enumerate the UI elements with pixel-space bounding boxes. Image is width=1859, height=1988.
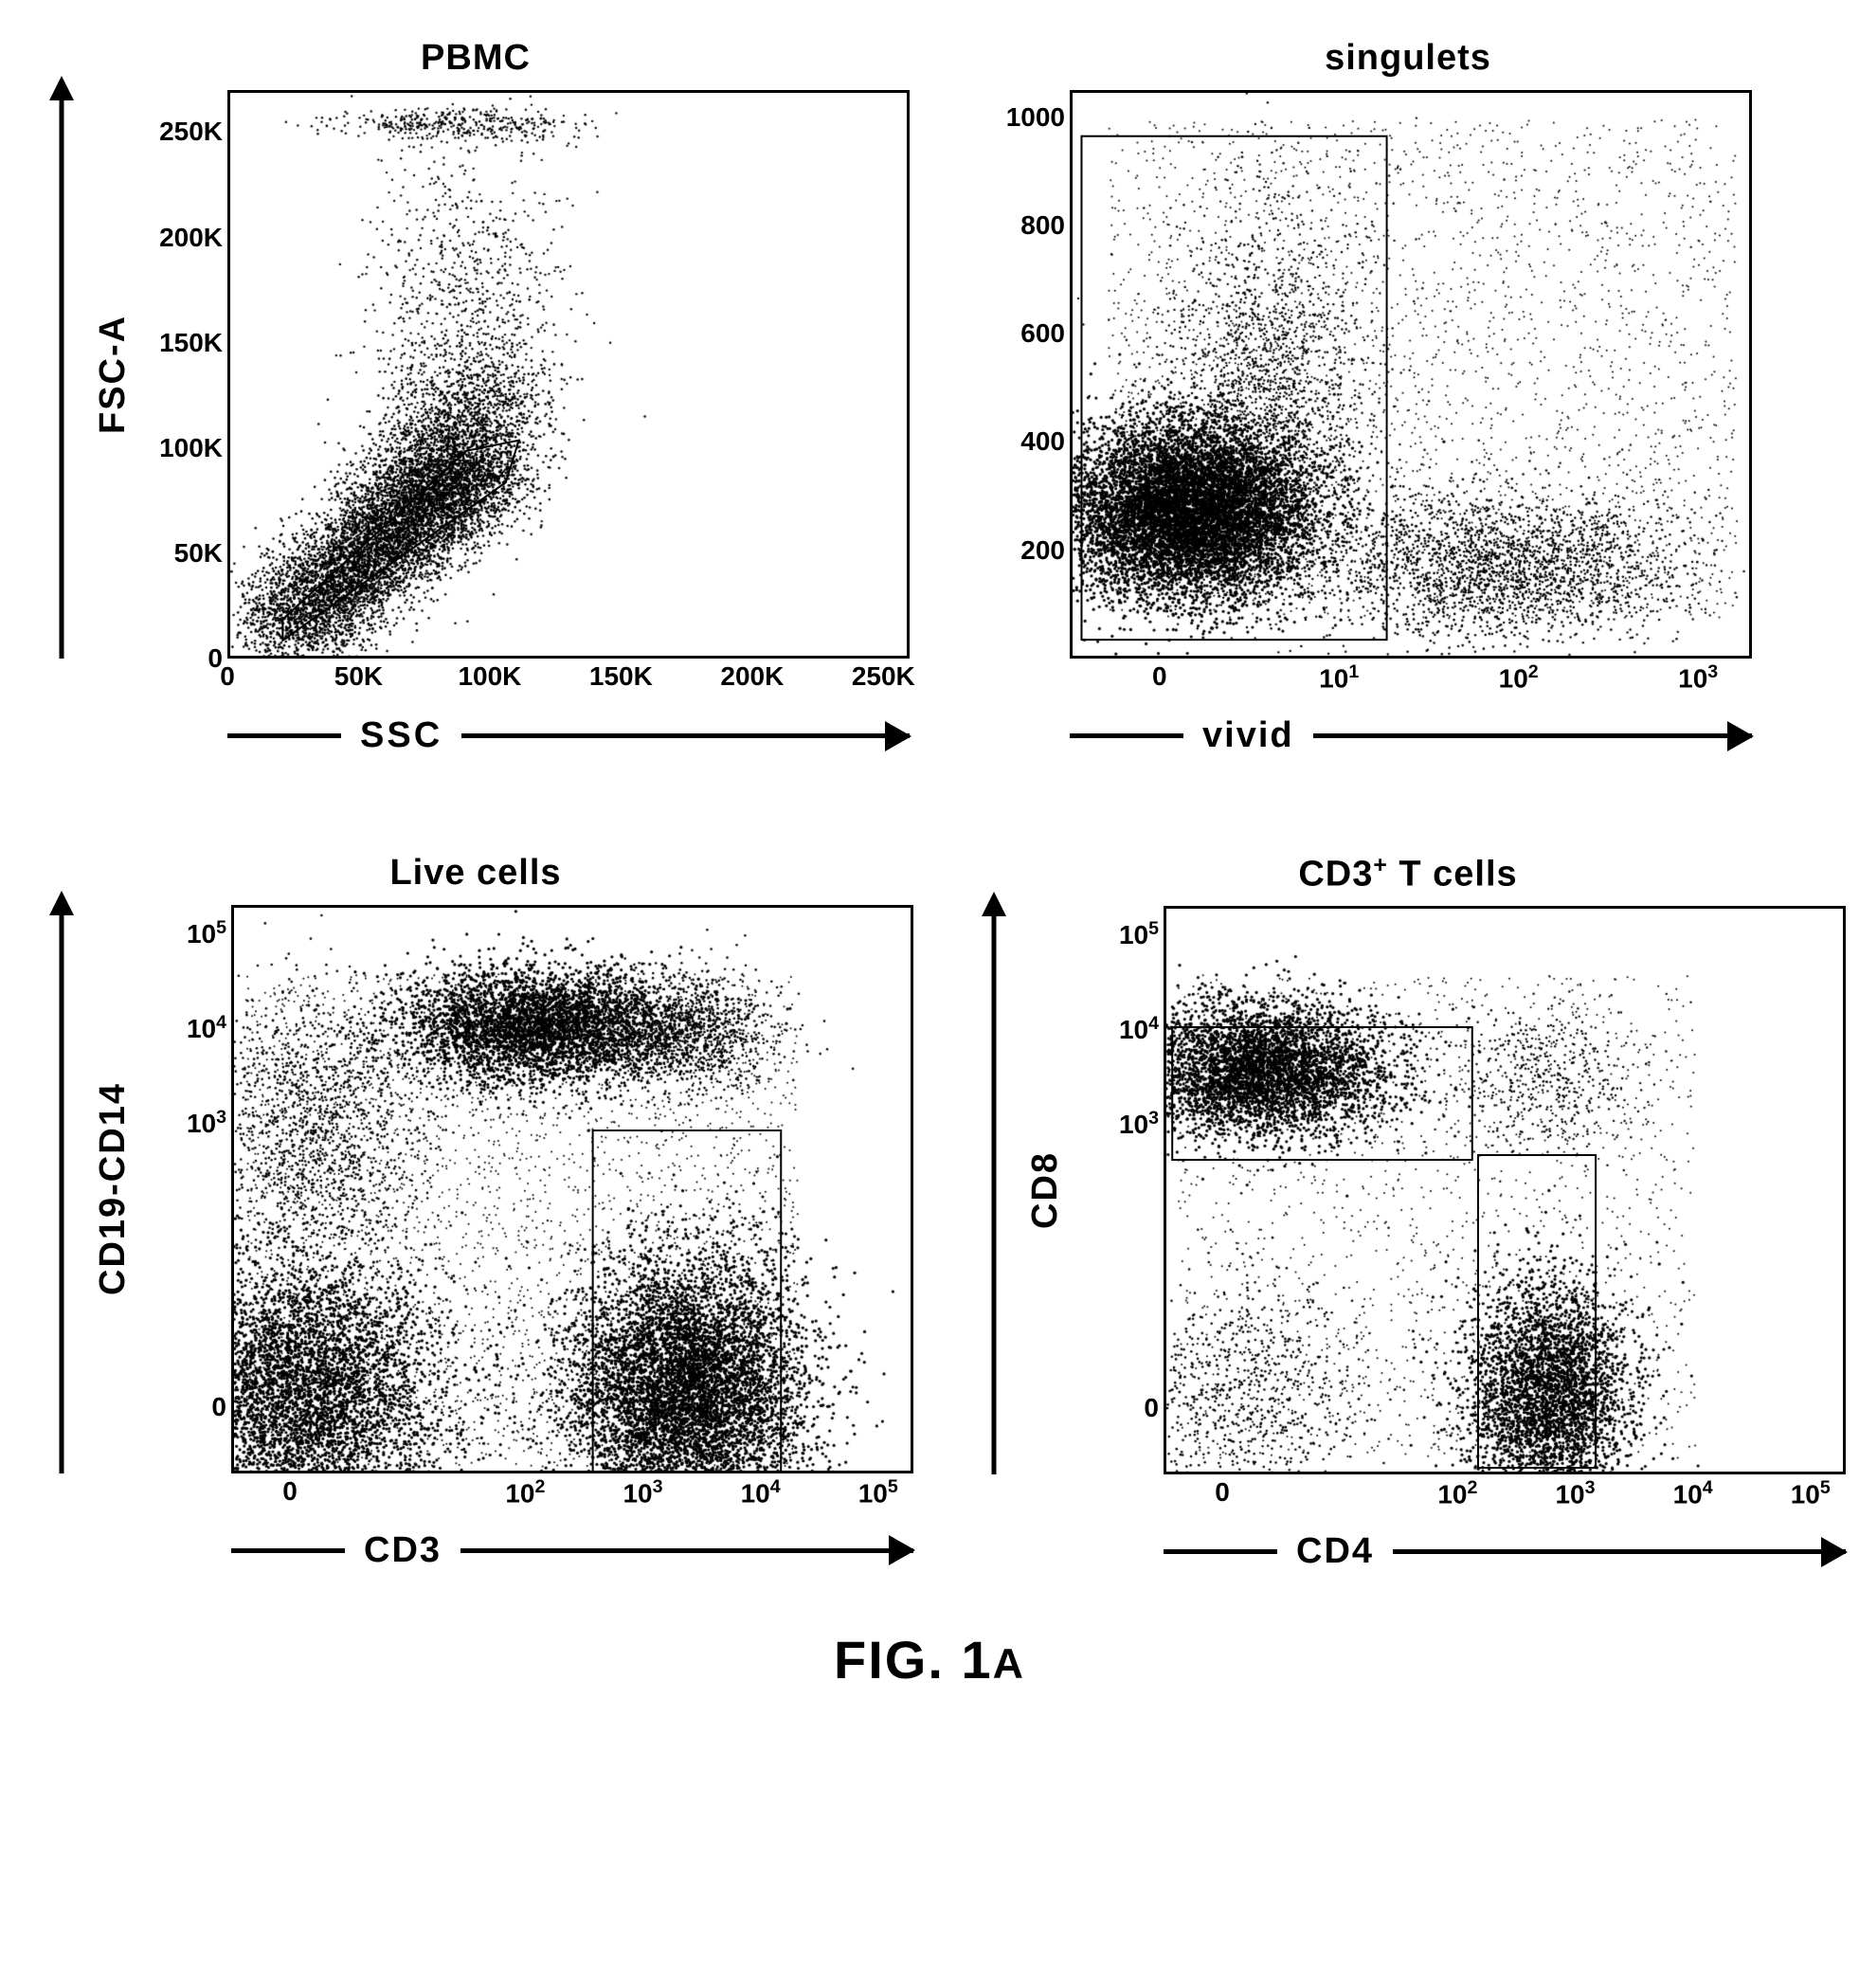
- x-axis-label: CD4: [1164, 1531, 1846, 1572]
- y-ticks: 0103104105: [1078, 906, 1159, 1474]
- scatter-canvas: [1166, 909, 1846, 1474]
- plot-box: [1070, 90, 1752, 659]
- x-axis-text: CD3: [364, 1530, 442, 1571]
- panel-title: singulets: [970, 38, 1846, 79]
- x-ticks: 0102103104105: [231, 1478, 913, 1526]
- plot-area: 2004006008001000 0101102103 vivid: [1070, 90, 1752, 756]
- x-axis-text: vivid: [1202, 715, 1294, 756]
- figure-1a: PBMC FSC-A 050K100K150K200K250K 050K100K…: [38, 38, 1821, 1690]
- panel-live-cells: Live cells CD19-CD14 0103104105 01021031…: [38, 853, 913, 1573]
- x-ticks: 0101102103: [1070, 663, 1752, 711]
- x-axis-text: SSC: [360, 715, 442, 756]
- x-ticks: 050K100K150K200K250K: [227, 663, 910, 711]
- y-axis-arrow: [970, 906, 1018, 1474]
- y-axis-arrow: [38, 905, 85, 1473]
- y-ticks: 050K100K150K200K250K: [142, 90, 223, 659]
- y-axis-label: CD19-CD14: [85, 905, 141, 1473]
- y-axis-label: CD8: [1018, 906, 1074, 1474]
- panel-title: CD3+ T cells: [970, 853, 1846, 895]
- scatter-canvas: [234, 908, 913, 1473]
- plot-box: [227, 90, 910, 659]
- scatter-canvas: [1073, 93, 1752, 659]
- plot-area: 050K100K150K200K250K 050K100K150K200K250…: [227, 90, 910, 756]
- plot-area: 0103104105 0102103104105 CD4: [1164, 906, 1846, 1572]
- plot-area: 0103104105 0102103104105 CD3: [231, 905, 913, 1571]
- y-ticks: 2004006008001000: [984, 90, 1065, 659]
- panel-grid: PBMC FSC-A 050K100K150K200K250K 050K100K…: [38, 38, 1821, 1572]
- x-axis-text: CD4: [1296, 1531, 1374, 1572]
- x-axis-label: CD3: [231, 1530, 913, 1571]
- x-axis-label: SSC: [227, 715, 910, 756]
- panel-title: PBMC: [38, 38, 913, 79]
- figure-caption: FIG. 1A: [38, 1629, 1821, 1690]
- x-axis-label: vivid: [1070, 715, 1752, 756]
- panel-pbmc: PBMC FSC-A 050K100K150K200K250K 050K100K…: [38, 38, 913, 758]
- y-axis-label: FSC-A: [85, 90, 141, 659]
- scatter-canvas: [230, 93, 910, 659]
- y-axis-arrow: [38, 90, 85, 659]
- panel-cd3-t-cells: CD3+ T cells CD8 0103104105 010210310410…: [970, 853, 1846, 1573]
- panel-title: Live cells: [38, 853, 913, 894]
- y-ticks: 0103104105: [146, 905, 226, 1473]
- plot-box: [1164, 906, 1846, 1474]
- panel-singulets: singulets 2004006008001000 0101102103 vi…: [970, 38, 1846, 758]
- plot-box: [231, 905, 913, 1473]
- x-ticks: 0102103104105: [1164, 1479, 1846, 1527]
